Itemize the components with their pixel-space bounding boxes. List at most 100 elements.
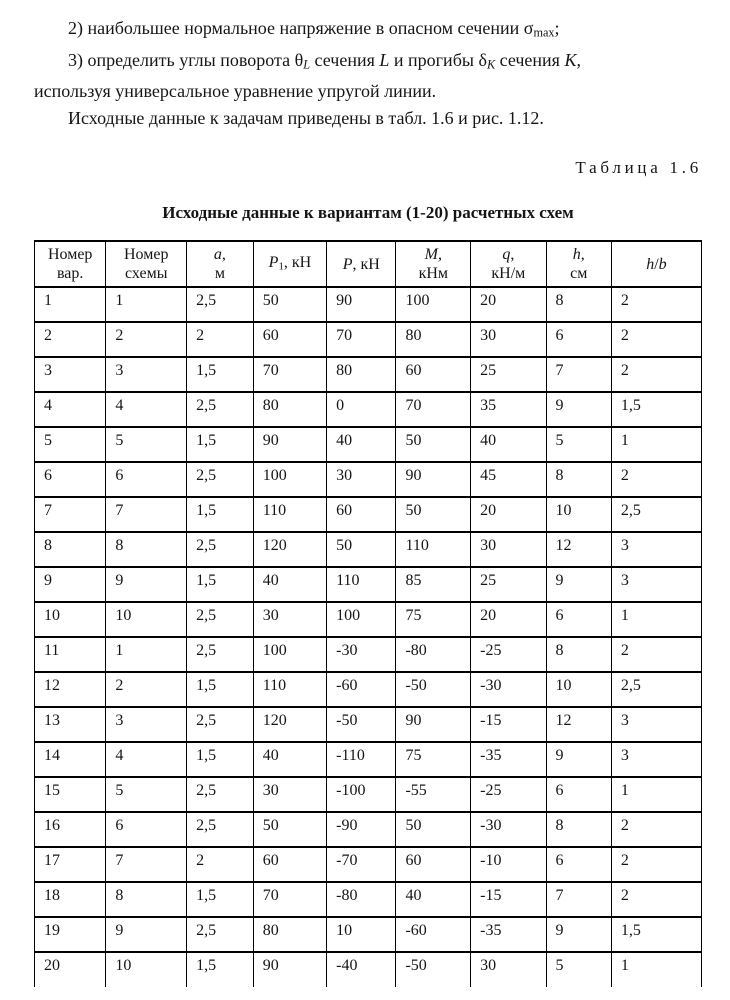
text-segment: 2) наибольшее нормальное напряжение в оп… [68, 18, 524, 38]
table-row: 1 1 2,5 50 90 100 20 8 2 [33, 286, 703, 324]
table-row: 14 4 1,5 40 -110 75 -35 9 3 [33, 741, 703, 779]
table-cell: 10 [105, 601, 188, 639]
table-cell: 16 [33, 811, 107, 849]
table-cell: 2 [186, 321, 254, 359]
subscript: K [486, 57, 496, 72]
text-segment: , [510, 246, 515, 264]
subscript: L [303, 57, 311, 72]
table-cell: 12 [33, 671, 107, 709]
text-segment: вар. [56, 265, 84, 283]
text-segment: , [576, 49, 581, 70]
table-cell: 9 [545, 916, 612, 954]
table-row: 3 3 1,5 70 80 60 25 7 2 [33, 356, 703, 394]
column-header-m: M, кНм [395, 240, 472, 289]
table-body: 1 1 2,5 50 90 100 20 8 2 2 2 2 60 70 80 30 6 2 3 3 1,5 70 80 60… [33, 286, 703, 988]
table-cell: 80 [326, 356, 397, 394]
table-cell: 2 [610, 636, 703, 674]
table-cell: 8 [545, 811, 612, 849]
table-cell: 25 [470, 356, 547, 394]
text-segment: , [437, 246, 442, 264]
column-header-p: P, кН [326, 240, 397, 289]
table-cell: 60 [395, 846, 472, 884]
table-cell: 40 [470, 426, 547, 464]
table-cell: 1,5 [186, 881, 254, 919]
table-cell: 90 [252, 426, 328, 464]
text-segment: кНм [418, 265, 449, 283]
table-cell: 20 [470, 286, 547, 324]
table-row: 10 10 2,5 30 100 75 20 6 1 [33, 601, 703, 639]
column-header-line: h/b [614, 255, 699, 274]
table-cell: -30 [470, 811, 547, 849]
table-cell: 90 [395, 706, 472, 744]
table-cell: 8 [105, 531, 188, 569]
table-cell: 1 [33, 286, 107, 324]
text-segment: q [502, 246, 511, 264]
table-cell: 120 [252, 531, 328, 569]
table-cell: 1,5 [186, 496, 254, 534]
table-cell: 2 [105, 321, 188, 359]
table-cell: 20 [33, 951, 107, 988]
table-cell: 30 [470, 531, 547, 569]
table-row: 8 8 2,5 120 50 110 30 12 3 [33, 531, 703, 569]
table-cell: 5 [33, 426, 107, 464]
text-segment: кН/м [491, 265, 526, 283]
table-cell: 75 [395, 741, 472, 779]
table-cell: 1,5 [610, 391, 703, 429]
table-cell: 7 [105, 496, 188, 534]
table-cell: 5 [105, 776, 188, 814]
table-cell: 3 [105, 356, 188, 394]
table-cell: -15 [470, 881, 547, 919]
column-header-a: a, м [186, 240, 254, 289]
text-segment: δ [478, 49, 487, 70]
table-row: 6 6 2,5 100 30 90 45 8 2 [33, 461, 703, 499]
table-cell: 100 [395, 286, 472, 324]
text-segment: L [379, 49, 390, 70]
text-segment: b [658, 255, 667, 273]
table-cell: 2,5 [186, 776, 254, 814]
table-cell: 100 [252, 636, 328, 674]
table-cell: 2,5 [186, 636, 254, 674]
table-cell: 110 [395, 531, 472, 569]
table-cell: 2 [610, 321, 703, 359]
table-cell: 2,5 [186, 461, 254, 499]
table-cell: -50 [395, 951, 472, 988]
table-cell: 6 [33, 461, 107, 499]
table-cell: 9 [105, 566, 188, 604]
table-cell: 6 [105, 461, 188, 499]
table-row: 18 8 1,5 70 -80 40 -15 7 2 [33, 881, 703, 919]
table-cell: 90 [395, 461, 472, 499]
table-cell: 50 [252, 811, 328, 849]
text-segment: a [213, 246, 222, 264]
table-cell: 3 [610, 741, 703, 779]
table-cell: 40 [252, 566, 328, 604]
table-row: 15 5 2,5 30 -100 -55 -25 6 1 [33, 776, 703, 814]
table-cell: 50 [252, 286, 328, 324]
table-cell: -25 [470, 776, 547, 814]
table-cell: -100 [326, 776, 397, 814]
text-segment: P [268, 253, 279, 271]
table-cell: 40 [326, 426, 397, 464]
column-header-line: P1, кН [256, 253, 324, 276]
text-segment: / [654, 255, 659, 273]
table-cell: 75 [395, 601, 472, 639]
table-cell: 10 [105, 951, 188, 988]
table-cell: 110 [252, 671, 328, 709]
table-cell: 10 [326, 916, 397, 954]
table-cell: 19 [33, 916, 107, 954]
table-cell: 9 [105, 916, 188, 954]
table-cell: 20 [470, 601, 547, 639]
text-segment: см [570, 265, 588, 283]
table-row: 4 4 2,5 80 0 70 35 9 1,5 [33, 391, 703, 429]
table-head: Номер вар. Номер схемы a, м P1, кН P, кН M, кНм q,… [33, 240, 703, 289]
column-header-line: схемы [108, 264, 184, 283]
table-cell: 10 [545, 496, 612, 534]
table-cell: 1 [105, 636, 188, 674]
table-cell: 50 [395, 496, 472, 534]
column-header-line: см [549, 264, 609, 283]
paragraph-line-3: используя универсальное уравнение упруго… [34, 78, 702, 105]
text-segment: 3) определить углы поворота [68, 49, 295, 70]
table-cell: 10 [545, 671, 612, 709]
text-segment: h [572, 246, 581, 264]
table-cell: 14 [33, 741, 107, 779]
